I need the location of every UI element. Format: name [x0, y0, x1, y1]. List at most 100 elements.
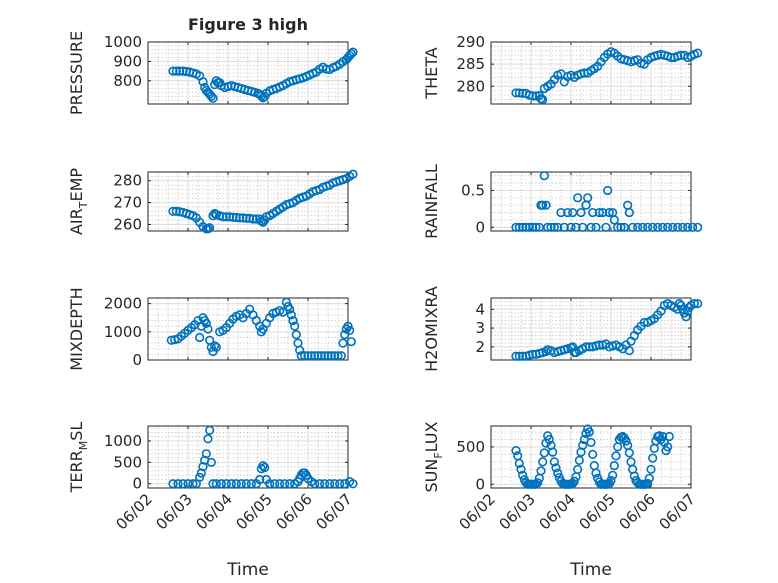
- data-point: [606, 475, 616, 486]
- data-point: [178, 66, 188, 76]
- data-point: [663, 442, 673, 452]
- data-point: [203, 324, 213, 334]
- data-point: [584, 342, 594, 352]
- data-point: [275, 479, 285, 489]
- data-point: [633, 222, 643, 232]
- data-point: [658, 222, 668, 232]
- y-axis-label: THETA: [422, 47, 441, 99]
- data-point: [203, 434, 213, 444]
- data-point: [646, 464, 656, 474]
- data-point: [216, 479, 226, 489]
- data-point: [338, 338, 348, 348]
- x-tick-label: 06/03: [153, 490, 196, 533]
- data-point: [306, 351, 316, 361]
- data-point: [235, 213, 245, 223]
- data-point: [573, 464, 583, 474]
- data-point: [624, 448, 634, 458]
- data-point: [528, 91, 538, 101]
- data-point: [330, 479, 340, 489]
- data-point: [688, 222, 698, 232]
- data-point: [173, 479, 183, 489]
- data-point: [335, 479, 345, 489]
- y-tick-label: 500: [456, 438, 485, 456]
- data-point: [343, 321, 353, 331]
- data-point: [594, 340, 604, 350]
- data-point: [330, 351, 340, 361]
- data-point: [539, 448, 549, 458]
- y-tick-label: 2: [475, 338, 485, 356]
- data-point: [270, 479, 280, 489]
- data-point: [693, 299, 703, 309]
- data-series: [511, 424, 674, 489]
- data-point: [536, 466, 546, 476]
- data-point: [608, 470, 618, 480]
- y-axis-label-tail: EMP: [67, 168, 86, 202]
- data-point: [171, 206, 181, 216]
- data-point: [281, 297, 291, 307]
- data-point: [594, 207, 604, 218]
- data-point: [541, 346, 551, 357]
- data-point: [348, 47, 358, 57]
- data-point: [188, 479, 198, 489]
- data-point: [221, 212, 231, 222]
- data-point: [544, 434, 554, 445]
- y-axis-label-main: RAINFALL: [422, 164, 441, 239]
- data-point: [205, 223, 215, 233]
- data-point: [613, 222, 623, 232]
- axes-box: [147, 297, 349, 361]
- data-point: [514, 88, 524, 98]
- x-tick-label: 06/07: [313, 490, 356, 533]
- data-point: [348, 479, 358, 489]
- data-point: [591, 222, 601, 232]
- data-point: [543, 222, 553, 232]
- data-point: [241, 213, 251, 223]
- data-point: [624, 207, 634, 218]
- data-series: [511, 171, 703, 232]
- data-point: [316, 351, 326, 361]
- data-point: [345, 325, 355, 336]
- subplot-air-temp: 260 270 280 AIRTEMP: [67, 168, 358, 235]
- data-point: [255, 474, 265, 485]
- data-point: [236, 479, 246, 489]
- y-tick-label: 0.5: [461, 181, 485, 199]
- data-point: [336, 351, 346, 361]
- data-point: [678, 222, 688, 232]
- y-axis-label: AIRTEMP: [67, 168, 90, 235]
- x-axis-label: Time: [226, 560, 269, 580]
- y-axis-label-main: SUN: [422, 459, 441, 493]
- data-point: [609, 460, 619, 471]
- data-point: [693, 48, 703, 58]
- data-point: [231, 212, 241, 223]
- x-axis-label: Time: [569, 560, 612, 580]
- data-point: [689, 299, 699, 309]
- data-point: [323, 351, 333, 361]
- y-axis-label-subscript: T: [77, 201, 90, 209]
- data-point: [226, 479, 236, 489]
- y-tick-label: 1000: [104, 33, 142, 51]
- data-point: [583, 193, 593, 203]
- data-point: [588, 449, 598, 459]
- data-point: [511, 88, 521, 98]
- y-tick-label: 800: [113, 72, 142, 90]
- data-series: [168, 47, 358, 103]
- data-point: [310, 479, 320, 489]
- data-point: [310, 351, 320, 361]
- data-point: [516, 464, 526, 474]
- data-point: [638, 222, 648, 232]
- y-tick-label: 0: [132, 351, 142, 369]
- data-point: [206, 457, 216, 467]
- data-point: [653, 222, 663, 232]
- data-point: [288, 315, 298, 326]
- data-point: [591, 468, 601, 478]
- data-point: [584, 427, 594, 437]
- data-point: [211, 342, 221, 352]
- data-point: [576, 207, 586, 218]
- data-point: [228, 212, 238, 222]
- data-series: [168, 169, 358, 234]
- data-point: [533, 478, 543, 488]
- y-tick-label: 270: [113, 194, 142, 212]
- axes-box: [490, 297, 692, 361]
- y-axis-label-subscript: F: [432, 452, 445, 458]
